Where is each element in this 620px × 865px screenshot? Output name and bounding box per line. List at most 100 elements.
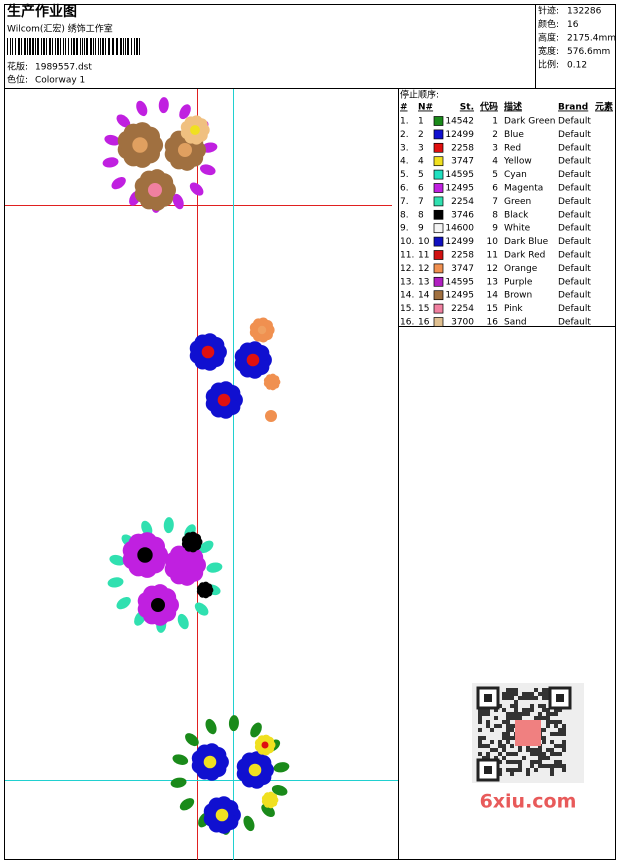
color-swatch [433, 317, 444, 327]
qr-cell [534, 752, 538, 756]
qr-cell [554, 752, 558, 756]
bar-line [60, 38, 61, 55]
table-cell: 9. [400, 224, 409, 234]
qr-cell [518, 712, 522, 716]
flower-center [178, 558, 192, 572]
qr-cell [506, 716, 510, 720]
bar-line [84, 38, 85, 55]
qr-cell [486, 756, 490, 760]
table-cell: 11 [487, 251, 498, 261]
qr-cell [490, 748, 494, 752]
table-cell: 10. [400, 237, 414, 247]
table-cell: Default [558, 197, 591, 207]
flower-center [267, 797, 273, 803]
bar-line [27, 38, 28, 55]
bar-line [65, 38, 66, 55]
qr-cell [494, 708, 498, 712]
table-cell: 12499 [445, 237, 474, 247]
design: 1989557.dst [35, 63, 92, 73]
bar-line [108, 38, 110, 55]
flower-center [203, 755, 217, 769]
qr-cell [558, 728, 562, 732]
flower-center [246, 353, 260, 367]
qr-cell [498, 768, 502, 772]
table-cell: Default [558, 130, 591, 140]
qr-cell [558, 720, 562, 724]
qr-cell [554, 724, 558, 728]
bar-line [134, 38, 135, 55]
qr-cell [478, 736, 482, 740]
leaf [172, 193, 184, 210]
table-cell: 4 [492, 157, 498, 167]
table-cell: Yellow [503, 157, 532, 167]
qr-cell [550, 764, 554, 768]
table-cell: 3700 [451, 318, 474, 328]
qr-cell [538, 764, 542, 768]
bar-line [71, 38, 72, 55]
qr-cell [522, 756, 526, 760]
color-swatch [433, 116, 444, 126]
qr-cell [518, 764, 522, 768]
leaf [141, 520, 153, 537]
table-cell: Default [558, 224, 591, 234]
leaf [273, 762, 290, 773]
table-cell: 5 [418, 170, 424, 180]
table-cell: Purple [504, 277, 533, 287]
qr-cell [538, 704, 542, 708]
info-label: 针迹: [538, 5, 559, 17]
qr-cell [538, 756, 542, 760]
qr-cell [486, 720, 490, 724]
qr-cell [510, 736, 514, 740]
qr-cell [534, 760, 538, 764]
qr-cell [514, 700, 518, 704]
bar-line [10, 38, 11, 55]
qr-cell [510, 728, 514, 732]
table-cell: 12499 [445, 130, 474, 140]
bar-line [120, 38, 122, 55]
table-cell: Default [558, 117, 591, 127]
leaf [136, 100, 148, 117]
table-cell: 2254 [451, 197, 474, 207]
table-cell: 6. [400, 184, 409, 194]
table-cell: 14 [418, 291, 430, 301]
info-value: 0.12 [567, 61, 587, 71]
qr-cell [510, 692, 514, 696]
color-swatch [433, 142, 444, 153]
table-cell: Default [558, 251, 591, 261]
qr-cell [562, 768, 566, 772]
bar-line [55, 38, 56, 55]
table-cell: 4 [418, 157, 424, 167]
table-cell: 8 [418, 210, 424, 220]
table-cell: 7 [492, 197, 498, 207]
leaf [104, 134, 121, 146]
qr-cell [554, 764, 558, 768]
qr-cell [514, 704, 518, 708]
qr-cell [494, 756, 498, 760]
title: 生产作业图 [7, 3, 77, 20]
bar-line [82, 38, 83, 55]
qr-cell [562, 744, 566, 748]
color-swatch [433, 156, 444, 167]
info-value: 576.6mm [567, 47, 610, 57]
qr-cell [526, 768, 530, 772]
table-cell: 5. [400, 170, 409, 180]
info-label: 宽度: [538, 45, 559, 57]
qr-cell [486, 712, 490, 716]
qr-cell [494, 748, 498, 752]
qr-finder [556, 694, 564, 702]
leaf [158, 97, 169, 114]
qr-cell [506, 724, 510, 728]
petal [265, 410, 277, 422]
qr-cell [502, 708, 506, 712]
qr-cell [558, 708, 562, 712]
bar-line [43, 38, 45, 55]
leaf [170, 777, 187, 788]
bar-line [93, 38, 94, 55]
qr-cell [510, 696, 514, 700]
table-cell: 12 [418, 264, 429, 274]
table-cell: 16. [400, 318, 414, 328]
bar-line [21, 38, 22, 55]
qr-cell [506, 752, 510, 756]
table-cell: 8. [400, 210, 409, 220]
qr-cell [506, 768, 510, 772]
